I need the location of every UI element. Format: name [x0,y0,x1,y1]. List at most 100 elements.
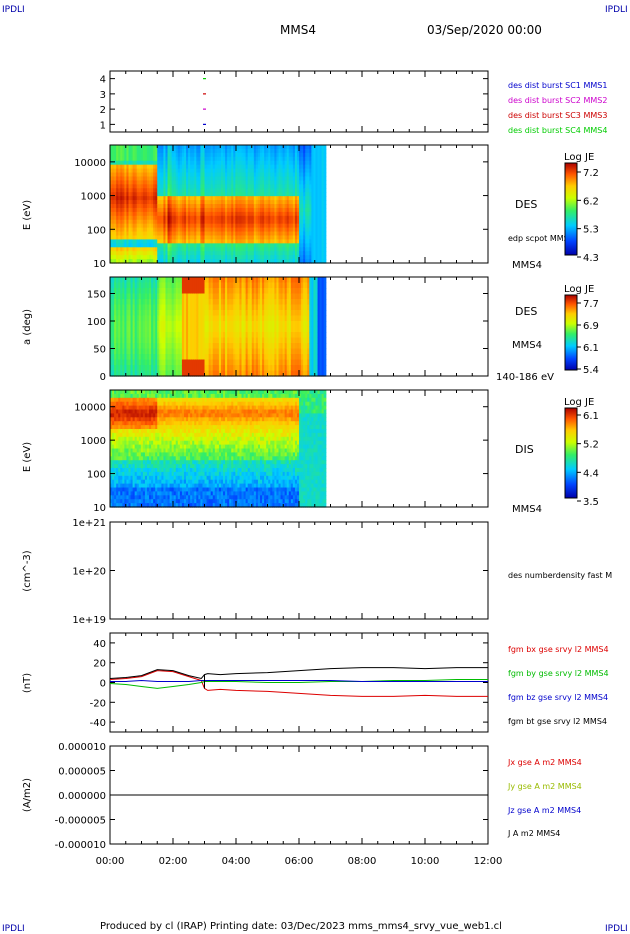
spectrogram-cell [204,223,208,229]
spectrogram-cell [194,239,197,244]
spectrogram-cell [216,315,220,322]
spectrogram-cell [216,370,220,377]
spectrogram-cell [231,200,234,205]
spectrogram-cell [249,243,253,248]
spectrogram-cell [157,180,160,185]
spectrogram-cell [286,310,290,317]
spectrogram-cell [241,180,245,185]
spectrogram-cell [116,172,119,178]
spectrogram-cell [317,192,321,197]
spectrogram-cell [282,259,286,264]
spectrogram-cell [132,156,136,162]
spectrogram-cell [181,164,185,170]
spectrogram-cell [262,365,265,372]
spectrogram-cell [301,293,304,300]
spectrogram-cell [110,227,113,233]
spectrogram-cell [214,148,218,154]
spectrogram-cell [274,259,278,264]
spectrogram-cell [155,251,158,256]
spectrogram-cell [175,354,179,361]
spectrogram-cell [303,215,306,221]
spectrogram-cell [204,343,208,350]
spectrogram-cell [165,172,169,178]
spectrogram-cell [153,235,156,240]
spectrogram-cell [138,200,142,205]
spectrogram-cell [144,192,148,197]
spectrogram-cell [239,148,243,154]
spectrogram-cell [237,207,241,213]
spectrogram-cell [194,348,197,355]
spectrogram-cell [200,282,204,289]
spectrogram-cell [286,365,290,372]
spectrogram-cell [253,184,257,189]
spectrogram-cell [190,211,193,217]
spectrogram-cell [181,354,185,361]
spectrogram-cell [260,196,263,201]
spectrogram-cell [270,207,273,213]
spectrogram-cell [196,211,199,217]
spectrogram-cell [313,204,317,209]
spectrogram-cell [233,148,236,154]
spectrogram-cell [124,227,128,233]
spectrogram-cell [194,207,197,213]
spectrogram-cell [321,145,325,150]
spectrogram-cell [136,282,140,289]
spectrogram-cell [159,211,162,217]
spectrogram-cell [188,304,191,311]
spectrogram-cell [186,148,189,154]
spectrogram-cell [266,304,269,311]
spectrogram-cell [202,156,206,162]
spectrogram-cell [142,310,146,317]
spectrogram-cell [303,148,306,154]
spectrogram-cell [190,227,193,233]
spectrogram-cell [220,160,224,166]
spectrogram-cell [231,354,234,361]
spectrogram-cell [140,259,144,264]
spectrogram-cell [138,204,142,209]
spectrogram-cell [122,176,125,181]
spectrogram-cell [315,255,319,260]
spectrogram-cell [138,326,142,333]
spectrogram-cell [120,219,123,225]
spectrogram-cell [257,204,261,209]
spectrogram-cell [210,145,214,150]
spectrogram-cell [124,332,128,339]
spectrogram-cell [163,315,167,322]
spectrogram-cell [149,207,152,213]
spectrogram-cell [151,145,154,150]
spectrogram-cell [257,255,261,260]
spectrogram-cell [243,211,247,217]
spectrogram-cell [241,227,245,233]
spectrogram-cell [179,184,183,189]
spectrogram-cell [194,200,197,205]
spectrogram-cell [237,354,241,361]
spectrogram-cell [183,200,187,205]
spectrogram-cell [257,156,261,162]
spectrogram-cell [149,196,152,201]
spectrogram-cell [175,231,179,237]
spectrogram-cell [214,370,218,377]
spectrogram-cell [210,277,214,284]
spectrogram-cell [278,282,282,289]
spectrogram-cell [167,215,171,221]
spectrogram-cell [179,332,183,339]
spectrogram-cell [110,348,113,355]
spectrogram-cell [124,188,128,193]
spectrogram-cell [212,156,216,162]
spectrogram-cell [290,176,294,181]
spectrogram-cell [202,255,206,260]
spectrogram-cell [299,239,302,244]
spectrogram-cell [157,235,160,240]
spectrogram-cell [112,184,115,189]
spectrogram-cell [270,337,273,344]
spectrogram-cell [112,348,115,355]
spectrogram-cell [255,192,259,197]
spectrogram-cell [220,332,224,339]
spectrogram-cell [183,310,187,317]
spectrogram-cell [192,315,195,322]
spectrogram-cell [290,326,294,333]
spectrogram-cell [171,299,175,306]
spectrogram-cell [214,200,218,205]
spectrogram-cell [157,259,160,264]
spectrogram-cell [313,176,317,181]
